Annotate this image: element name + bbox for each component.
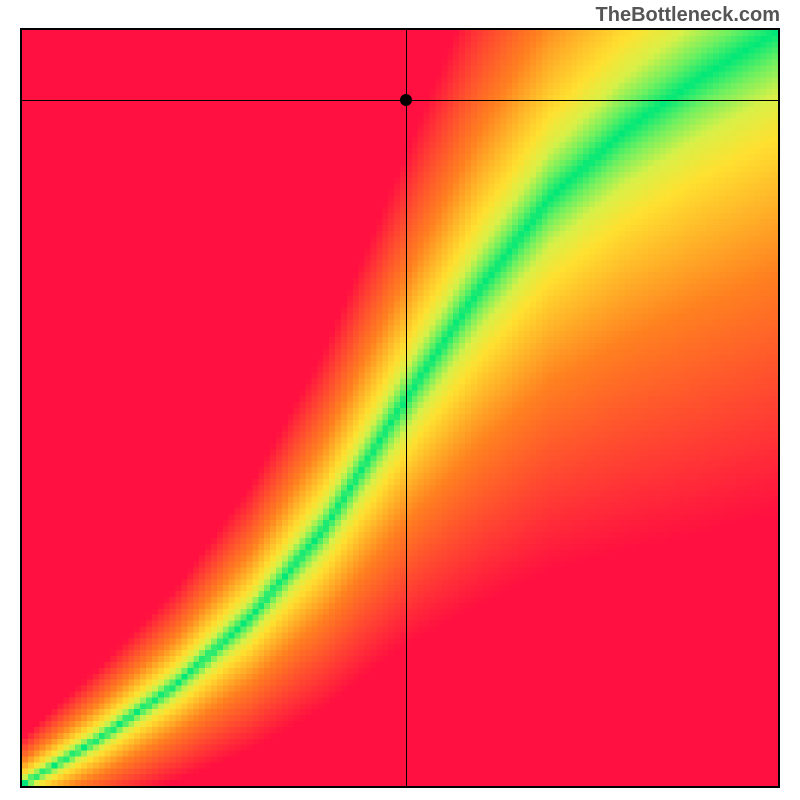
crosshair-dot <box>400 94 412 106</box>
heatmap-canvas <box>22 30 778 786</box>
heatmap-plot <box>20 28 780 788</box>
crosshair-vertical <box>406 30 407 786</box>
attribution-text: TheBottleneck.com <box>596 4 780 27</box>
